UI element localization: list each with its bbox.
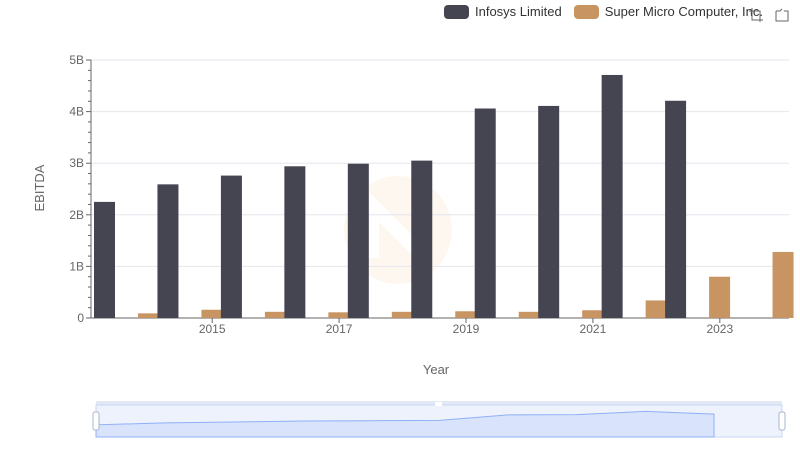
x-tick-label: 2019 <box>453 322 480 336</box>
bar-supermicro-2024[interactable] <box>772 251 794 318</box>
legend-label-supermicro: Super Micro Computer, Inc. <box>604 4 763 19</box>
x-tick-label: 2021 <box>580 322 607 336</box>
restore-icon[interactable] <box>774 7 790 23</box>
y-axis-title: EBITDA <box>32 164 47 211</box>
legend-item-infosys[interactable]: Infosys Limited <box>444 4 562 19</box>
bar-supermicro-2016[interactable] <box>264 311 286 318</box>
bar-infosys-2021[interactable] <box>538 105 560 318</box>
legend: Infosys Limited Super Micro Computer, In… <box>444 4 775 19</box>
x-axis: 2015 2017 2019 2021 2023 <box>91 317 789 336</box>
x-tick-label: 2023 <box>706 322 733 336</box>
data-zoom-slider[interactable] <box>92 401 786 438</box>
legend-swatch-infosys <box>444 4 469 19</box>
y-tick-label: 0 <box>77 311 84 325</box>
legend-label-infosys: Infosys Limited <box>475 4 562 19</box>
data-zoom-move-handle[interactable] <box>435 402 442 406</box>
y-tick-label: 5B <box>69 53 84 67</box>
data-zoom-overview-area <box>95 410 715 438</box>
bar-supermicro-2022[interactable] <box>645 300 667 318</box>
bar-infosys-2018[interactable] <box>347 163 369 318</box>
bar-infosys-2022[interactable] <box>601 74 623 319</box>
bars <box>94 74 794 319</box>
bar-supermicro-2014[interactable] <box>138 313 159 318</box>
legend-item-supermicro[interactable]: Super Micro Computer, Inc. <box>573 4 763 19</box>
bar-supermicro-2018[interactable] <box>391 311 413 318</box>
bar-supermicro-2019[interactable] <box>455 311 477 318</box>
bar-infosys-2019[interactable] <box>411 160 433 318</box>
y-axis: 0 1B 2B 3B 4B 5B <box>69 53 92 325</box>
bar-infosys-2015[interactable] <box>157 184 179 318</box>
x-axis-title: Year <box>423 362 450 377</box>
bar-supermicro-2021[interactable] <box>582 310 604 318</box>
bar-supermicro-2017[interactable] <box>328 312 350 318</box>
data-zoom-icon[interactable] <box>748 7 764 23</box>
bar-supermicro-2015[interactable] <box>201 309 223 318</box>
bar-infosys-2017[interactable] <box>284 166 306 318</box>
bar-infosys-2020[interactable] <box>474 108 496 318</box>
toolbox <box>748 7 790 23</box>
bar-infosys-2014[interactable] <box>94 201 115 318</box>
y-tick-label: 1B <box>69 259 84 273</box>
bar-infosys-2023[interactable] <box>665 100 687 318</box>
x-tick-label: 2017 <box>326 322 353 336</box>
data-zoom-handle-left[interactable] <box>92 411 100 431</box>
x-tick-label: 2015 <box>199 322 226 336</box>
legend-swatch-supermicro <box>573 4 599 19</box>
y-tick-label: 3B <box>69 156 84 170</box>
bar-supermicro-2023[interactable] <box>709 276 731 318</box>
y-tick-label: 4B <box>69 105 84 119</box>
bar-infosys-2016[interactable] <box>220 175 242 318</box>
y-tick-label: 2B <box>69 208 84 222</box>
bar-supermicro-2020[interactable] <box>518 311 540 318</box>
data-zoom-handle-right[interactable] <box>778 411 786 431</box>
